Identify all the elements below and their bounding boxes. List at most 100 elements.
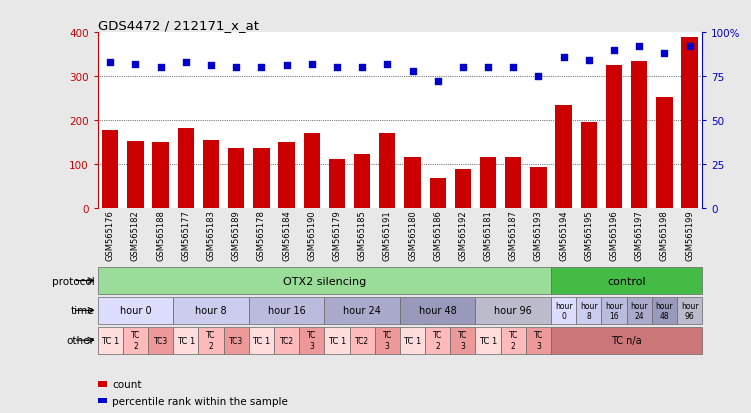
Bar [354,155,370,208]
Point [583,58,595,64]
Point [406,68,418,75]
Bar [400,327,425,354]
Bar [329,160,345,208]
Point [457,65,469,71]
Bar [299,327,324,354]
Bar [626,297,652,324]
Text: hour 48: hour 48 [419,306,457,316]
Bar [656,98,673,208]
Point [683,44,695,50]
Bar [98,268,551,294]
Point [382,61,394,68]
Point [356,65,368,71]
Bar [224,327,249,354]
Point [205,63,217,70]
Bar [274,327,299,354]
Text: TC3: TC3 [229,336,243,345]
Bar [203,140,219,208]
Text: TC 1: TC 1 [479,336,497,345]
Bar [379,134,396,208]
Text: TC 1: TC 1 [327,336,346,345]
Text: OTX2 silencing: OTX2 silencing [282,276,366,286]
Bar [480,158,496,208]
Text: hour 16: hour 16 [267,306,306,316]
Bar [551,327,702,354]
Bar [177,128,194,208]
Bar [198,327,224,354]
Text: TC
3: TC 3 [534,331,543,350]
Point [129,61,141,68]
Bar [279,142,294,208]
Bar [152,142,169,208]
Bar [324,327,349,354]
Text: TC
2: TC 2 [207,331,216,350]
Text: TC 1: TC 1 [403,336,421,345]
Text: other: other [67,335,95,345]
Text: hour 0: hour 0 [119,306,151,316]
Point [633,44,645,50]
Bar [102,130,119,208]
Bar [505,158,521,208]
Text: TC
3: TC 3 [382,331,392,350]
Bar [576,297,602,324]
Text: TC
2: TC 2 [433,331,442,350]
Point [306,61,318,68]
Bar [475,297,551,324]
Bar [501,327,526,354]
Bar [631,62,647,208]
Point [155,65,167,71]
Point [179,59,192,66]
Text: hour 8: hour 8 [195,306,227,316]
Bar [148,327,173,354]
Bar [173,327,198,354]
Text: TC
2: TC 2 [131,331,140,350]
Point [331,65,343,71]
Bar [475,327,501,354]
Text: TC2: TC2 [279,336,294,345]
Point [482,65,494,71]
Point [255,65,267,71]
Bar [400,297,475,324]
Bar [253,149,270,208]
Bar [173,297,249,324]
Bar [349,327,375,354]
Bar [526,327,551,354]
Text: hour 24: hour 24 [343,306,381,316]
Bar [677,297,702,324]
Text: hour
16: hour 16 [605,301,623,320]
Text: time: time [71,306,95,316]
Text: TC2: TC2 [355,336,369,345]
Bar [454,170,471,208]
Bar [430,178,446,208]
Text: hour
8: hour 8 [580,301,598,320]
Text: GDS4472 / 212171_x_at: GDS4472 / 212171_x_at [98,19,258,32]
Text: TC
3: TC 3 [307,331,316,350]
Text: TC n/a: TC n/a [611,335,642,345]
Bar [551,297,576,324]
Text: percentile rank within the sample: percentile rank within the sample [112,396,288,406]
Text: hour 96: hour 96 [494,306,532,316]
Bar [425,327,451,354]
Point [532,74,544,80]
Bar [606,66,623,208]
Bar [581,123,597,208]
Bar [451,327,475,354]
Bar [303,134,320,208]
Text: TC 1: TC 1 [176,336,195,345]
Bar [652,297,677,324]
Text: protocol: protocol [52,276,95,286]
Bar [602,297,626,324]
Point [104,59,116,66]
Bar [375,327,400,354]
Point [659,51,671,57]
Bar [556,105,572,208]
Bar [228,149,244,208]
Text: TC3: TC3 [153,336,167,345]
Bar [249,297,324,324]
Bar [98,327,123,354]
Bar [324,297,400,324]
Text: hour
0: hour 0 [555,301,572,320]
Bar [123,327,148,354]
Point [507,65,519,71]
Text: hour
24: hour 24 [630,301,648,320]
